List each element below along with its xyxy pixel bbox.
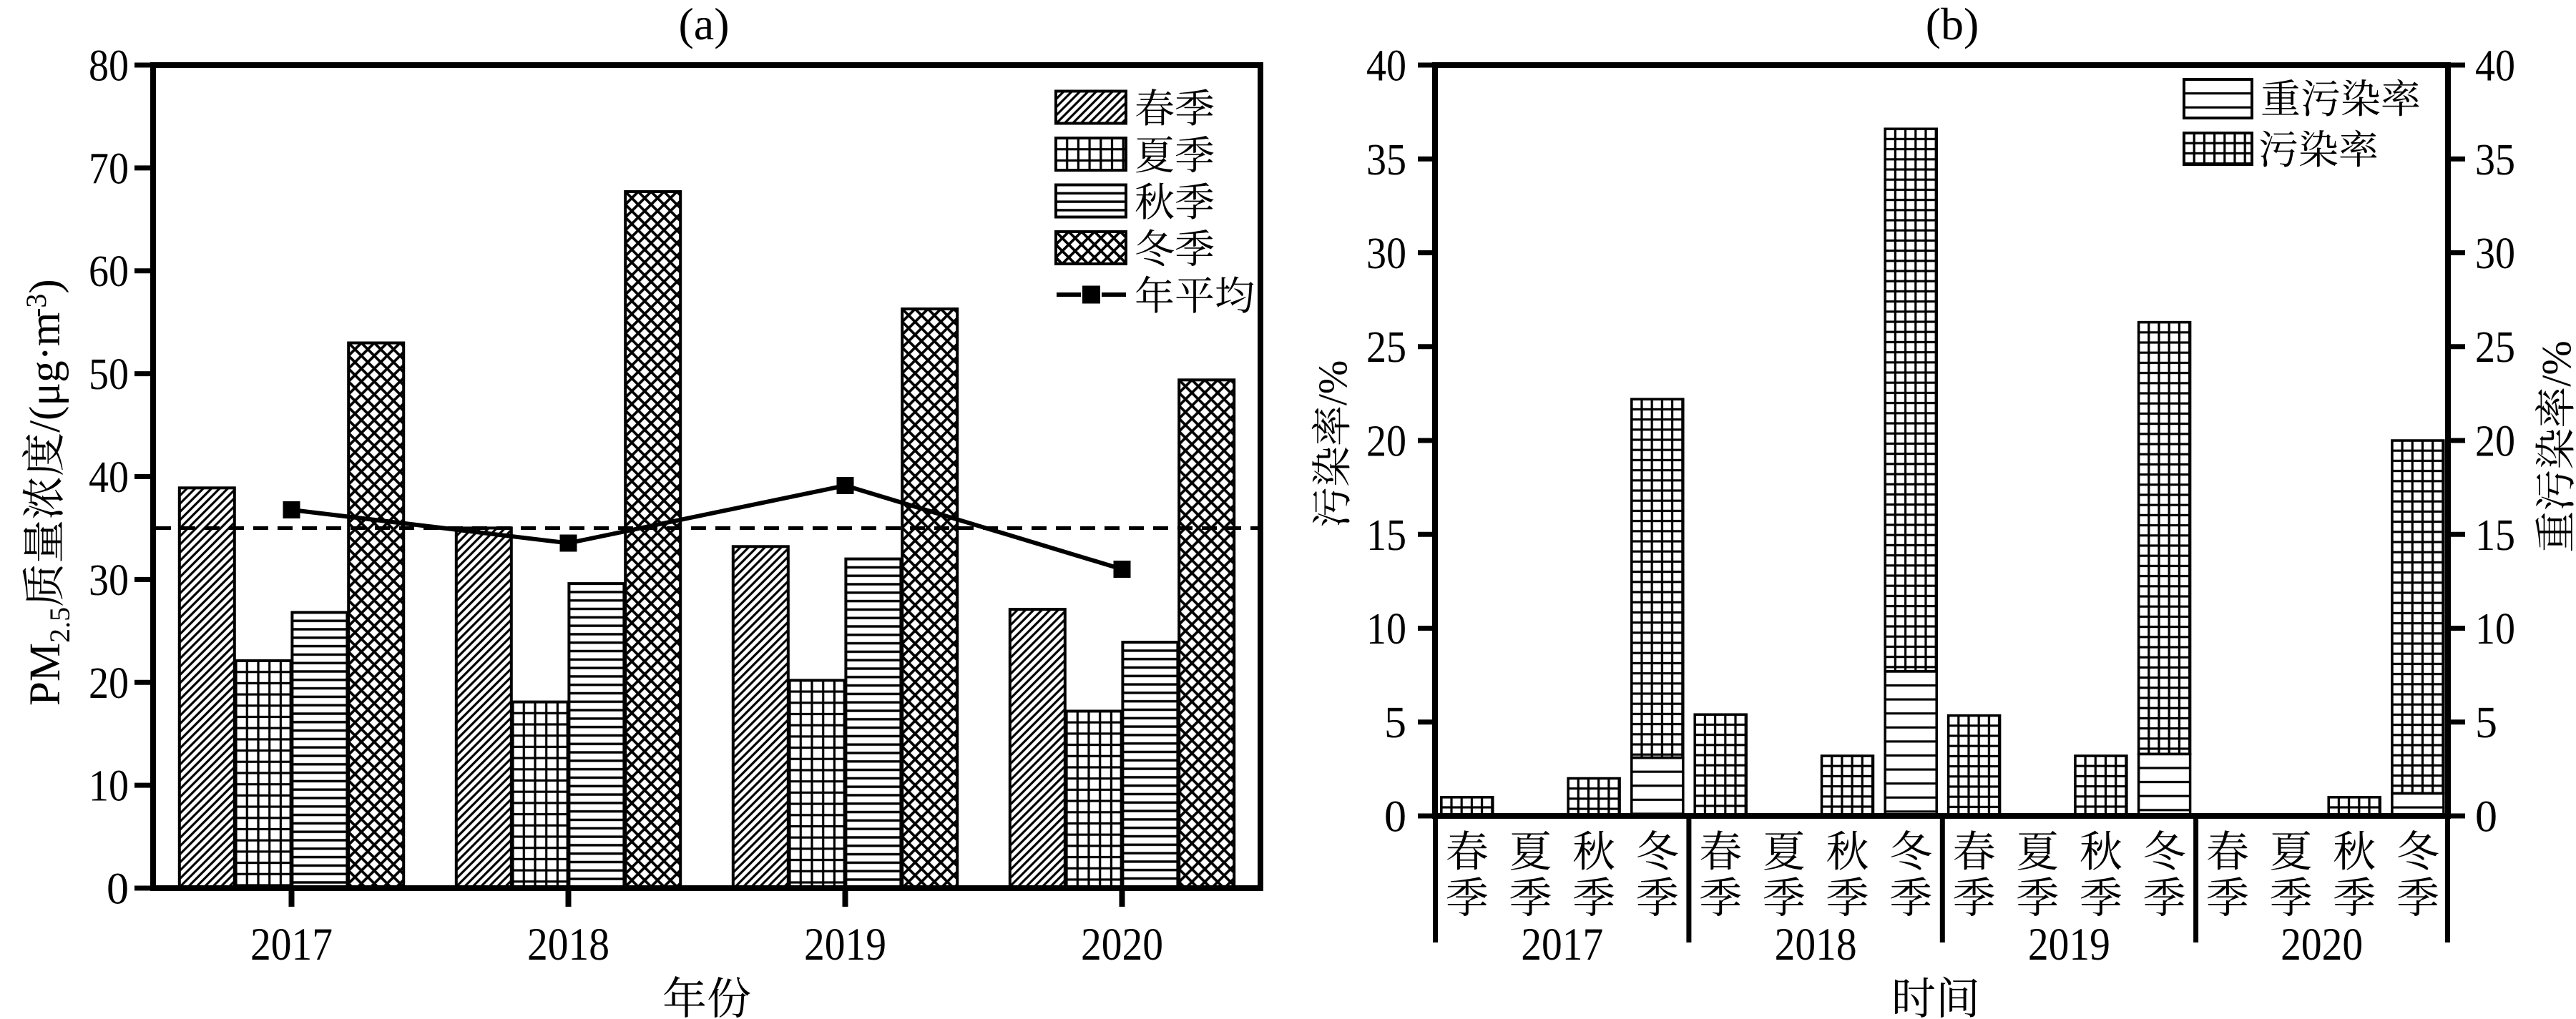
svg-text:20: 20 xyxy=(89,659,129,708)
svg-text:-3: -3 xyxy=(20,294,52,317)
svg-text:2017: 2017 xyxy=(1521,919,1603,970)
svg-text:): ) xyxy=(21,279,69,293)
svg-text:20: 20 xyxy=(2475,418,2515,466)
svg-text:15: 15 xyxy=(2475,511,2515,560)
svg-text:(a): (a) xyxy=(678,0,729,49)
svg-text:2019: 2019 xyxy=(804,919,886,970)
svg-text:40: 40 xyxy=(89,453,129,502)
svg-text:/%: /% xyxy=(1311,360,1356,405)
svg-text:30: 30 xyxy=(2475,230,2515,278)
svg-text:5: 5 xyxy=(1384,699,1406,747)
svg-text:30: 30 xyxy=(89,556,129,605)
svg-text:μg·m: μg·m xyxy=(21,312,69,406)
svg-text:2020: 2020 xyxy=(1081,919,1163,970)
svg-text:2018: 2018 xyxy=(527,919,609,970)
svg-text:PM: PM xyxy=(21,643,69,706)
svg-text:2018: 2018 xyxy=(1775,919,1857,970)
svg-text:20: 20 xyxy=(1366,418,1406,466)
svg-text:30: 30 xyxy=(1366,230,1406,278)
svg-text:10: 10 xyxy=(1366,605,1406,654)
svg-text:2.5: 2.5 xyxy=(44,607,76,643)
svg-text:0: 0 xyxy=(2475,793,2497,842)
svg-text:15: 15 xyxy=(1366,511,1406,560)
svg-text:40: 40 xyxy=(1366,42,1406,91)
svg-text:25: 25 xyxy=(1366,323,1406,372)
svg-text:/%: /% xyxy=(2533,340,2576,386)
svg-text:25: 25 xyxy=(2475,323,2515,372)
svg-text:(b): (b) xyxy=(1926,0,1979,49)
svg-text:80: 80 xyxy=(89,42,129,91)
svg-text:10: 10 xyxy=(2475,605,2515,654)
svg-text:40: 40 xyxy=(2475,42,2515,91)
svg-text:70: 70 xyxy=(89,144,129,193)
svg-text:0: 0 xyxy=(1384,793,1406,842)
svg-text:5: 5 xyxy=(2475,699,2497,747)
svg-text:50: 50 xyxy=(89,350,129,399)
svg-text:/(: /( xyxy=(21,406,69,433)
svg-text:10: 10 xyxy=(89,762,129,811)
svg-text:35: 35 xyxy=(2475,136,2515,184)
svg-text:35: 35 xyxy=(1366,136,1406,184)
svg-text:0: 0 xyxy=(107,865,129,914)
svg-text:60: 60 xyxy=(89,247,129,296)
svg-text:2017: 2017 xyxy=(250,919,333,970)
svg-text:2020: 2020 xyxy=(2281,919,2363,970)
svg-text:2019: 2019 xyxy=(2028,919,2110,970)
